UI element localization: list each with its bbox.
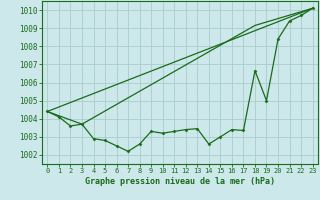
X-axis label: Graphe pression niveau de la mer (hPa): Graphe pression niveau de la mer (hPa) (85, 177, 275, 186)
